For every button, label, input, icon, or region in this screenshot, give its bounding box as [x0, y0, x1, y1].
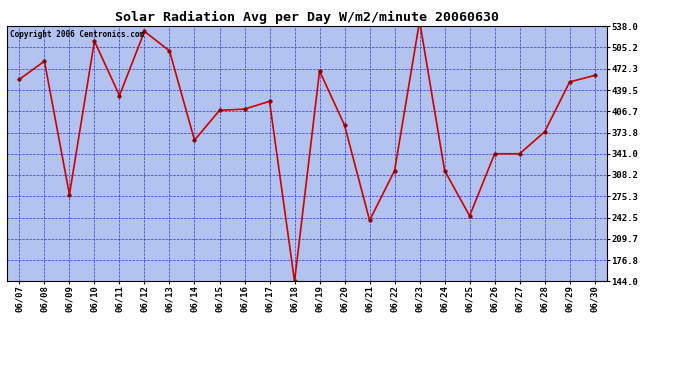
- Title: Solar Radiation Avg per Day W/m2/minute 20060630: Solar Radiation Avg per Day W/m2/minute …: [115, 10, 499, 24]
- Text: Copyright 2006 Centronics.com: Copyright 2006 Centronics.com: [10, 30, 144, 39]
